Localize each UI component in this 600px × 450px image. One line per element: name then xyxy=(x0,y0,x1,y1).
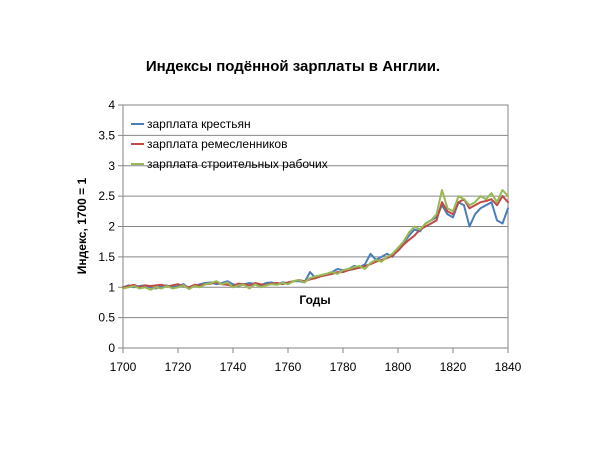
y-tick-label: 3.5 xyxy=(98,128,115,142)
y-tick-label: 1.5 xyxy=(98,250,115,264)
y-tick-label: 0.5 xyxy=(98,311,115,325)
y-axis: 0 0.5 1 1.5 2 2.5 3 3.5 4 xyxy=(98,98,123,355)
x-tick-label: 1840 xyxy=(495,360,522,374)
chart-title: Индексы подённой зарплаты в Англии. xyxy=(146,58,440,75)
x-tick-label: 1700 xyxy=(110,360,137,374)
y-tick-label: 1 xyxy=(108,280,115,294)
y-tick-label: 3 xyxy=(108,159,115,173)
y-tick-label: 0 xyxy=(108,341,115,355)
x-tick-label: 1760 xyxy=(275,360,302,374)
series-line-2 xyxy=(122,189,509,291)
legend-label: зарплата строительных рабочих xyxy=(147,157,328,171)
series-lines xyxy=(122,189,509,291)
x-tick-label: 1800 xyxy=(385,360,412,374)
x-axis-title: Годы xyxy=(299,293,330,307)
legend: зарплата крестьян зарплата ремесленников з… xyxy=(131,117,328,171)
x-axis: 1700 1720 1740 1760 1780 1800 1820 1840 xyxy=(110,348,522,374)
y-tick-label: 4 xyxy=(108,98,115,112)
x-tick-label: 1820 xyxy=(440,360,467,374)
legend-label: зарплата ремесленников xyxy=(147,137,287,151)
y-tick-label: 2 xyxy=(108,220,115,234)
y-tick-label: 2.5 xyxy=(98,189,115,203)
x-tick-label: 1740 xyxy=(220,360,247,374)
x-tick-label: 1720 xyxy=(165,360,192,374)
legend-label: зарплата крестьян xyxy=(147,117,251,131)
y-axis-title: Индекс, 1700 = 1 xyxy=(75,177,89,274)
x-tick-label: 1780 xyxy=(330,360,357,374)
